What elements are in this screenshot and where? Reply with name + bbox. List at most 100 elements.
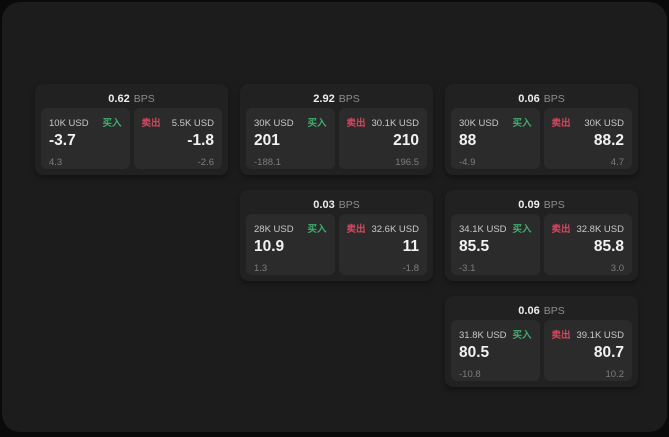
sell-quote-panel[interactable]: 卖出 32.8K USD 85.8 3.0 [543,214,632,275]
sell-price: 88.2 [593,132,624,149]
buy-quote-panel[interactable]: 28K USD 买入 10.9 1.3 [246,214,335,275]
sell-delta: 196.5 [395,157,419,169]
buy-quote-panel[interactable]: 30K USD 买入 88 -4.9 [451,108,540,169]
sell-quote-panel[interactable]: 卖出 5.5K USD -1.8 -2.6 [133,108,222,169]
buy-quote-panel[interactable]: 31.8K USD 买入 80.5 -10.8 [451,320,540,381]
sell-price: 85.8 [593,238,624,255]
sell-quote-panel[interactable]: 卖出 30K USD 88.2 4.7 [543,108,632,169]
bps-value: 0.06 [518,92,540,105]
sell-amount: 32.6K USD [371,224,419,235]
buy-price: 201 [254,132,280,149]
bps-unit-label: BPS [543,198,565,211]
buy-price: -3.7 [49,132,76,149]
sell-delta: 3.0 [610,263,624,275]
sell-amount: 32.8K USD [576,224,624,235]
bps-unit-label: BPS [543,304,565,317]
sell-delta: 10.2 [605,369,625,381]
buy-quote-panel[interactable]: 10K USD 买入 -3.7 4.3 [41,108,130,169]
bps-unit-label: BPS [338,92,360,105]
quote-panels: 30K USD 买入 201 -188.1 卖出 30.1K USD 210 1… [246,108,427,169]
bps-unit-label: BPS [543,92,565,105]
sell-panel-top: 卖出 39.1K USD [552,327,625,341]
sell-side-label: 卖出 [551,330,571,341]
card-header: 0.03 BPS [246,195,427,214]
buy-panel-top: 10K USD 买入 [49,115,122,129]
sell-quote-panel[interactable]: 卖出 32.6K USD 11 -1.8 [338,214,427,275]
sell-quote-panel[interactable]: 卖出 30.1K USD 210 196.5 [338,108,427,169]
buy-side-label: 买入 [307,118,327,129]
sell-panel-top: 卖出 30.1K USD [347,115,420,129]
buy-quote-panel[interactable]: 34.1K USD 买入 85.5 -3.1 [451,214,540,275]
buy-side-label: 买入 [512,330,532,341]
buy-amount: 34.1K USD [459,224,507,235]
buy-side-label: 买入 [512,224,532,235]
buy-amount: 31.8K USD [459,330,507,341]
buy-price: 88 [459,132,477,149]
bps-value: 2.92 [313,92,335,105]
buy-panel-top: 31.8K USD 买入 [459,327,532,341]
buy-price: 80.5 [459,344,490,361]
sell-price: -1.8 [187,132,214,149]
sell-delta: 4.7 [610,157,624,169]
buy-panel-top: 30K USD 买入 [254,115,327,129]
app-window: 0.62 BPS 10K USD 买入 -3.7 4.3 卖出 5.5K USD… [2,2,667,432]
sell-amount: 39.1K USD [576,330,624,341]
card-header: 0.09 BPS [451,195,632,214]
bps-value: 0.62 [108,92,130,105]
buy-delta: -3.1 [459,263,476,275]
quote-card: 0.06 BPS 30K USD 买入 88 -4.9 卖出 30K USD 8… [445,84,638,175]
sell-price: 11 [402,238,419,255]
card-header: 0.06 BPS [451,89,632,108]
sell-amount: 30.1K USD [371,118,419,129]
bps-value: 0.09 [518,198,540,211]
buy-amount: 28K USD [254,224,294,235]
sell-panel-top: 卖出 32.8K USD [552,221,625,235]
quote-card: 2.92 BPS 30K USD 买入 201 -188.1 卖出 30.1K … [240,84,433,175]
buy-delta: -4.9 [459,157,476,169]
sell-price: 80.7 [593,344,624,361]
buy-delta: -188.1 [254,157,281,169]
quote-panels: 34.1K USD 买入 85.5 -3.1 卖出 32.8K USD 85.8… [451,214,632,275]
buy-delta: 1.3 [254,263,268,275]
buy-price: 85.5 [459,238,490,255]
sell-side-label: 卖出 [551,224,571,235]
quote-card: 0.62 BPS 10K USD 买入 -3.7 4.3 卖出 5.5K USD… [35,84,228,175]
quote-panels: 30K USD 买入 88 -4.9 卖出 30K USD 88.2 4.7 [451,108,632,169]
sell-delta: -2.6 [197,157,214,169]
sell-side-label: 卖出 [346,118,366,129]
buy-side-label: 买入 [307,224,327,235]
buy-amount: 10K USD [49,118,89,129]
quote-card: 0.09 BPS 34.1K USD 买入 85.5 -3.1 卖出 32.8K… [445,190,638,281]
card-header: 0.62 BPS [41,89,222,108]
sell-side-label: 卖出 [551,118,571,129]
bps-unit-label: BPS [133,92,155,105]
card-header: 2.92 BPS [246,89,427,108]
sell-side-label: 卖出 [141,118,161,129]
sell-amount: 30K USD [584,118,624,129]
bps-unit-label: BPS [338,198,360,211]
bps-value: 0.03 [313,198,335,211]
card-header: 0.06 BPS [451,301,632,320]
buy-panel-top: 30K USD 买入 [459,115,532,129]
buy-price: 10.9 [254,238,285,255]
quote-panels: 10K USD 买入 -3.7 4.3 卖出 5.5K USD -1.8 -2.… [41,108,222,169]
quote-panels: 31.8K USD 买入 80.5 -10.8 卖出 39.1K USD 80.… [451,320,632,381]
quote-panels: 28K USD 买入 10.9 1.3 卖出 32.6K USD 11 -1.8 [246,214,427,275]
quote-card: 0.03 BPS 28K USD 买入 10.9 1.3 卖出 32.6K US… [240,190,433,281]
sell-panel-top: 卖出 30K USD [552,115,625,129]
sell-side-label: 卖出 [346,224,366,235]
sell-quote-panel[interactable]: 卖出 39.1K USD 80.7 10.2 [543,320,632,381]
sell-amount: 5.5K USD [171,118,214,129]
sell-delta: -1.8 [402,263,419,275]
bps-value: 0.06 [518,304,540,317]
sell-price: 210 [393,132,419,149]
sell-panel-top: 卖出 32.6K USD [347,221,420,235]
sell-panel-top: 卖出 5.5K USD [142,115,215,129]
buy-panel-top: 28K USD 买入 [254,221,327,235]
buy-delta: 4.3 [49,157,63,169]
buy-quote-panel[interactable]: 30K USD 买入 201 -188.1 [246,108,335,169]
quote-card: 0.06 BPS 31.8K USD 买入 80.5 -10.8 卖出 39.1… [445,296,638,387]
buy-delta: -10.8 [459,369,481,381]
buy-panel-top: 34.1K USD 买入 [459,221,532,235]
buy-side-label: 买入 [512,118,532,129]
